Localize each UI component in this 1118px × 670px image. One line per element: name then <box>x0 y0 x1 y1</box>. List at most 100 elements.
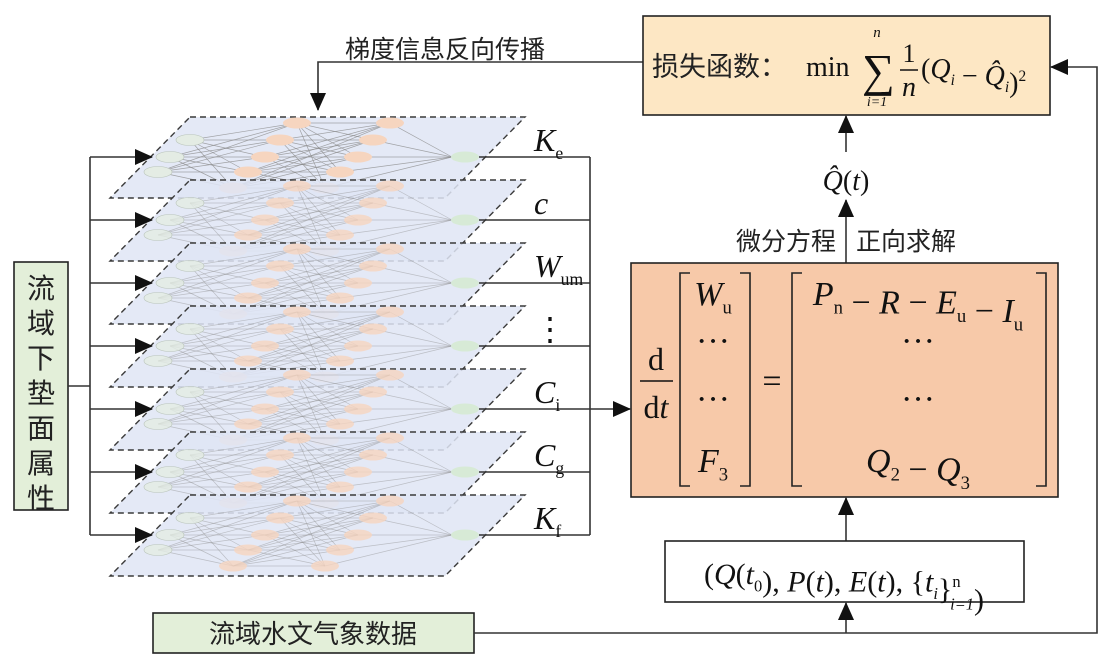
rhs-vector: Pn − R − Eu − Iu······Q2 − Q3 <box>812 276 1024 494</box>
math-symbol: ··· <box>901 381 935 418</box>
input-node <box>155 277 185 289</box>
connection <box>279 500 391 519</box>
network-layer: ⋮ <box>90 305 590 388</box>
vector-row: Wu <box>694 276 732 319</box>
connection <box>157 265 281 299</box>
connection <box>296 248 374 267</box>
connection <box>296 500 326 567</box>
hidden-node <box>344 403 372 415</box>
loss-function-box: 损失函数： min ∑ n i=1 1 n (Qi − Q̂i)2 <box>642 15 1051 116</box>
connection <box>189 328 249 362</box>
loss-body: (Qi − Q̂i)2 <box>921 54 1026 99</box>
connection <box>189 391 249 425</box>
connection <box>296 311 359 347</box>
input-node <box>155 214 185 226</box>
connection <box>189 248 298 267</box>
hidden-node <box>359 386 387 398</box>
lhs-bracket-left <box>679 272 690 487</box>
hidden-node <box>359 323 387 335</box>
connection <box>296 437 341 488</box>
connection <box>157 202 281 236</box>
connection <box>157 139 281 173</box>
connection <box>264 517 374 536</box>
connection <box>189 500 298 519</box>
connection <box>296 248 341 299</box>
connection <box>247 202 374 236</box>
input-node <box>155 403 185 415</box>
connection <box>296 500 341 551</box>
math-symbol: t <box>852 166 861 197</box>
math-symbol: ( <box>806 566 816 599</box>
connection <box>279 391 341 425</box>
output-node <box>451 277 479 289</box>
input-node <box>143 418 173 430</box>
input-node <box>155 466 185 478</box>
math-symbol: − <box>900 452 936 489</box>
connection <box>279 454 341 488</box>
connection <box>339 471 453 488</box>
ode-inputs-text: (Q(t0), P(t), E(t), {ti}n i=1) <box>704 558 984 617</box>
ode-box: d dt Wu······F3 = Pn − R − Eu − Iu······… <box>630 262 1059 498</box>
connection <box>157 345 266 362</box>
layer-plane <box>108 242 527 325</box>
hidden-node <box>344 277 372 289</box>
hidden-node <box>266 386 294 398</box>
hidden-node <box>234 166 262 178</box>
connection <box>296 500 374 519</box>
connection <box>247 517 374 551</box>
connection <box>296 437 374 456</box>
ode-inputs-box: (Q(t0), P(t), E(t), {ti}n i=1) <box>664 540 1025 617</box>
input-node <box>175 197 205 209</box>
hidden-node <box>234 481 262 493</box>
input-node <box>155 151 185 163</box>
connection <box>189 122 298 141</box>
hidden-node <box>251 466 279 478</box>
connection <box>279 517 326 567</box>
math-symbol: W <box>694 276 725 313</box>
math-symbol: d <box>644 389 660 425</box>
network-layer: Kf <box>90 494 590 577</box>
connection <box>232 500 391 567</box>
layer-parameter-label: Wum <box>534 248 583 289</box>
connection <box>296 185 326 252</box>
math-symbol: t <box>925 566 934 599</box>
connection <box>247 282 359 299</box>
vector-row: Q2 − Q3 <box>866 443 970 494</box>
hidden-node <box>344 529 372 541</box>
connection <box>279 122 391 141</box>
hidden-node <box>251 277 279 289</box>
connection <box>247 549 326 567</box>
connection <box>157 534 266 551</box>
connection <box>296 374 341 425</box>
connection <box>296 374 326 441</box>
connection <box>389 500 453 536</box>
layer-parameter-label: Kf <box>533 500 561 541</box>
connection <box>157 122 298 173</box>
hidden-node <box>234 229 262 241</box>
connection <box>247 408 359 425</box>
math-symbol: I <box>1001 293 1015 330</box>
connection <box>247 345 359 362</box>
hidden-node <box>251 340 279 352</box>
connection <box>279 517 341 551</box>
hidden-node <box>376 432 404 444</box>
hidden-node <box>326 544 354 556</box>
connection <box>264 219 341 236</box>
attribute-char: 属 <box>27 447 55 480</box>
math-superscript: n <box>952 572 960 591</box>
math-symbol: Q̂ <box>985 61 1005 92</box>
connection <box>279 454 359 473</box>
math-symbol: − <box>900 285 936 322</box>
hidden-node <box>283 432 311 444</box>
ode-label-right: 正向求解 <box>856 227 956 256</box>
connection <box>247 454 374 488</box>
hidden-node <box>326 229 354 241</box>
attribute-char: 域 <box>27 307 55 340</box>
connection <box>296 437 326 504</box>
connection <box>232 311 391 378</box>
math-subscript: i <box>951 72 955 89</box>
connection <box>279 311 391 330</box>
connection <box>296 311 341 362</box>
connection <box>372 265 453 284</box>
connection <box>264 185 391 221</box>
